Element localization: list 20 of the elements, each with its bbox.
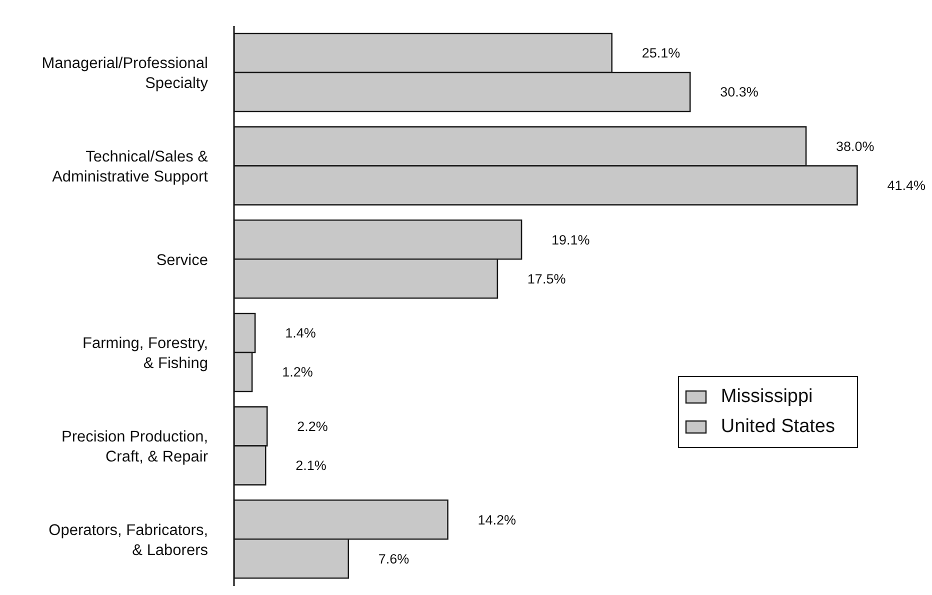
- y-tick-label: Managerial/Professional Specialty: [42, 55, 208, 92]
- data-label: 1.2%: [282, 364, 313, 380]
- data-label: 17.5%: [527, 271, 566, 286]
- data-label: 41.4%: [887, 178, 926, 194]
- data-label: 38.0%: [836, 139, 874, 154]
- y-tick-label: Service: [156, 252, 208, 269]
- y-tick-label: Operators, Fabricators, & Laborers: [48, 522, 208, 559]
- data-label: 14.2%: [478, 512, 516, 528]
- data-label: 30.3%: [720, 84, 758, 100]
- y-tick-label: Farming, Forestry, & Fishing: [82, 335, 208, 372]
- data-label: 2.2%: [297, 419, 328, 434]
- y-tick-label: Precision Production, Craft, & Repair: [62, 428, 208, 466]
- data-label: 7.6%: [378, 551, 410, 566]
- y-tick-label: Technical/Sales & Administrative Support: [52, 148, 209, 186]
- legend-label: United States: [720, 416, 835, 438]
- legend-label: Mississippi: [720, 386, 813, 408]
- data-label: 2.1%: [296, 458, 326, 474]
- data-label: 19.1%: [552, 232, 590, 248]
- data-label: 25.1%: [642, 46, 680, 61]
- data-label: 1.4%: [285, 326, 316, 341]
